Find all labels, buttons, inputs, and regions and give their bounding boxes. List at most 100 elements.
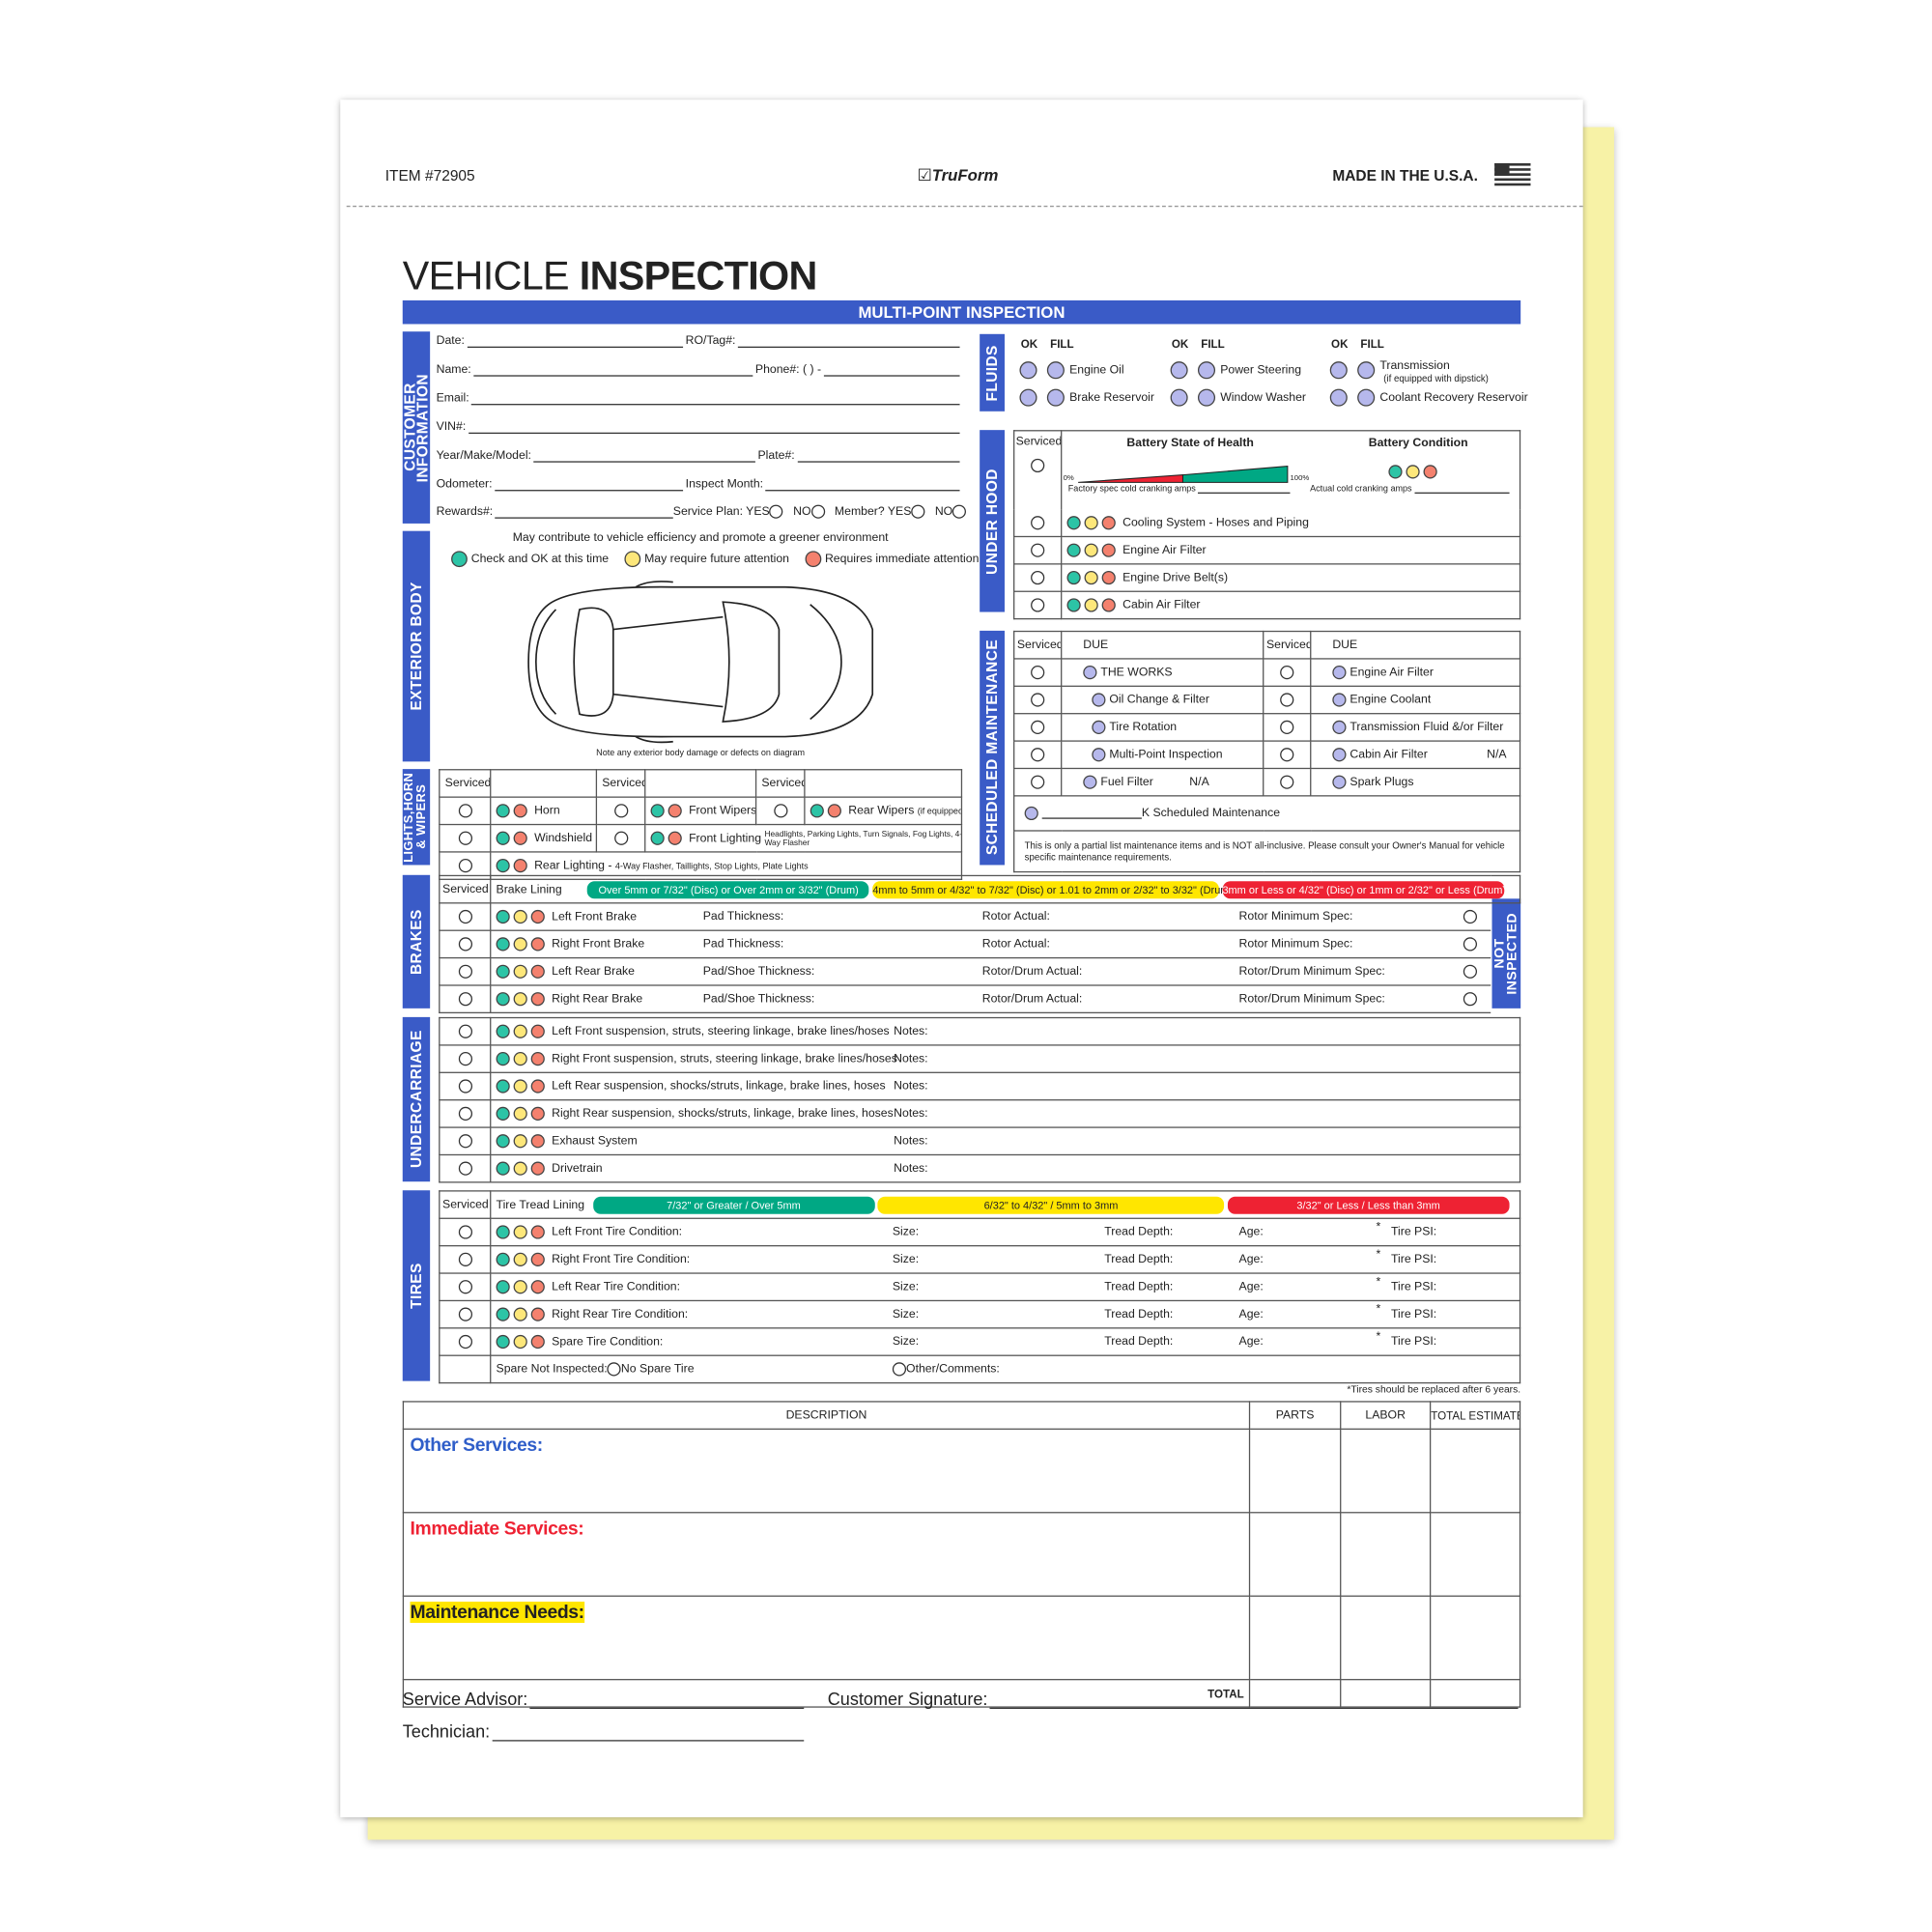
yellow-status-dot[interactable] [513, 1079, 527, 1094]
green-status-dot[interactable] [496, 1252, 510, 1266]
k-scheduled-radio[interactable] [1024, 806, 1038, 820]
due-radio[interactable] [1092, 720, 1106, 734]
odometer-field[interactable]: Odometer: [437, 477, 686, 492]
green-status-dot[interactable] [496, 1106, 510, 1121]
serviced-radio[interactable] [1031, 748, 1045, 762]
red-status-dot[interactable] [530, 1024, 545, 1038]
actual-cca-field[interactable]: Actual cold cranking amps [1310, 485, 1512, 494]
red-status-dot[interactable] [668, 804, 682, 818]
serviced-radio[interactable] [1031, 570, 1045, 585]
plan-no-radio[interactable] [810, 504, 825, 519]
red-status-dot[interactable] [530, 964, 545, 979]
serviced-radio[interactable] [613, 804, 628, 818]
red-status-dot[interactable] [827, 804, 841, 818]
due-radio[interactable] [1332, 748, 1347, 762]
serviced-radio[interactable] [458, 1334, 472, 1350]
car-diagram[interactable] [524, 580, 877, 744]
due-radio[interactable] [1332, 666, 1347, 680]
serviced-radio[interactable] [458, 1024, 472, 1038]
red-status-dot[interactable] [530, 1280, 545, 1294]
k-scheduled-row[interactable]: K Scheduled Maintenance [1013, 795, 1521, 832]
fill-radio[interactable] [1046, 388, 1065, 407]
member-yes-radio[interactable] [911, 504, 925, 519]
yellow-status-dot[interactable] [1406, 465, 1420, 479]
yellow-status-dot[interactable] [513, 1134, 527, 1149]
green-status-dot[interactable] [496, 909, 510, 924]
serviced-radio[interactable] [1031, 775, 1045, 789]
green-status-dot[interactable] [496, 1051, 510, 1066]
technician-field[interactable]: Technician: [403, 1721, 807, 1742]
due-radio[interactable] [1332, 693, 1347, 707]
green-status-dot[interactable] [496, 831, 510, 845]
factory-cca-field[interactable]: Factory spec cold cranking amps [1068, 485, 1293, 494]
green-status-dot[interactable] [650, 831, 665, 845]
red-status-dot[interactable] [1101, 570, 1116, 585]
due-radio[interactable] [1332, 775, 1347, 789]
green-status-dot[interactable] [1066, 516, 1081, 530]
total-estimate-cell[interactable] [1429, 1428, 1521, 1514]
red-status-dot[interactable] [530, 1079, 545, 1094]
year-make-model-field[interactable]: Year/Make/Model: [437, 449, 758, 463]
serviced-radio[interactable] [1031, 516, 1045, 530]
green-status-dot[interactable] [496, 1161, 510, 1176]
red-status-dot[interactable] [1101, 598, 1116, 612]
date-field[interactable]: Date: [437, 334, 686, 348]
parts-cell[interactable] [1248, 1512, 1342, 1597]
red-status-dot[interactable] [530, 937, 545, 952]
green-status-dot[interactable] [496, 1024, 510, 1038]
ro-tag-field[interactable]: RO/Tag#: [686, 334, 962, 348]
yellow-status-dot[interactable] [513, 937, 527, 952]
red-status-dot[interactable] [513, 858, 527, 873]
due-radio[interactable] [1092, 693, 1106, 707]
ok-radio[interactable] [1170, 361, 1188, 380]
serviced-radio[interactable] [458, 1161, 472, 1176]
due-radio[interactable] [1332, 720, 1347, 734]
yellow-status-dot[interactable] [1084, 543, 1098, 557]
green-status-dot[interactable] [1066, 543, 1081, 557]
yellow-status-dot[interactable] [513, 1334, 527, 1350]
yellow-status-dot[interactable] [1084, 570, 1098, 585]
serviced-radio[interactable] [1280, 775, 1294, 789]
red-status-dot[interactable] [668, 831, 682, 845]
ok-radio[interactable] [1170, 388, 1188, 407]
red-status-dot[interactable] [530, 1161, 545, 1176]
serviced-radio[interactable] [458, 909, 472, 924]
green-status-dot[interactable] [810, 804, 824, 818]
serviced-radio[interactable] [458, 1225, 472, 1239]
red-status-dot[interactable] [530, 1051, 545, 1066]
green-status-dot[interactable] [496, 1334, 510, 1350]
fill-radio[interactable] [1357, 361, 1376, 380]
serviced-radio[interactable] [458, 1134, 472, 1149]
serviced-radio[interactable] [458, 858, 472, 873]
due-radio[interactable] [1083, 666, 1097, 680]
serviced-radio[interactable] [458, 1252, 472, 1266]
yellow-status-dot[interactable] [513, 1225, 527, 1239]
fill-radio[interactable] [1197, 361, 1216, 380]
labor-cell[interactable] [1340, 1428, 1432, 1514]
due-radio[interactable] [1083, 775, 1097, 789]
green-status-dot[interactable] [496, 804, 510, 818]
red-status-dot[interactable] [1101, 543, 1116, 557]
yellow-status-dot[interactable] [513, 964, 527, 979]
yellow-status-dot[interactable] [513, 1024, 527, 1038]
service-advisor-field[interactable]: Service Advisor: [403, 1689, 807, 1710]
red-status-dot[interactable] [1423, 465, 1437, 479]
red-status-dot[interactable] [530, 1334, 545, 1350]
total-labor-cell[interactable] [1340, 1679, 1432, 1708]
serviced-radio[interactable] [1031, 693, 1045, 707]
green-status-dot[interactable] [1066, 570, 1081, 585]
green-status-dot[interactable] [496, 992, 510, 1007]
serviced-radio[interactable] [1280, 720, 1294, 734]
labor-cell[interactable] [1340, 1512, 1432, 1597]
red-status-dot[interactable] [530, 1225, 545, 1239]
yellow-status-dot[interactable] [513, 1307, 527, 1321]
serviced-radio[interactable] [458, 1280, 472, 1294]
serviced-radio[interactable] [458, 1051, 472, 1066]
red-status-dot[interactable] [1101, 516, 1116, 530]
phone-field[interactable]: Phone#: ( ) - [755, 362, 962, 377]
green-status-dot[interactable] [1066, 598, 1081, 612]
serviced-radio[interactable] [458, 964, 472, 979]
yellow-status-dot[interactable] [513, 1106, 527, 1121]
serviced-radio[interactable] [458, 1079, 472, 1094]
name-field[interactable]: Name: [437, 362, 755, 377]
